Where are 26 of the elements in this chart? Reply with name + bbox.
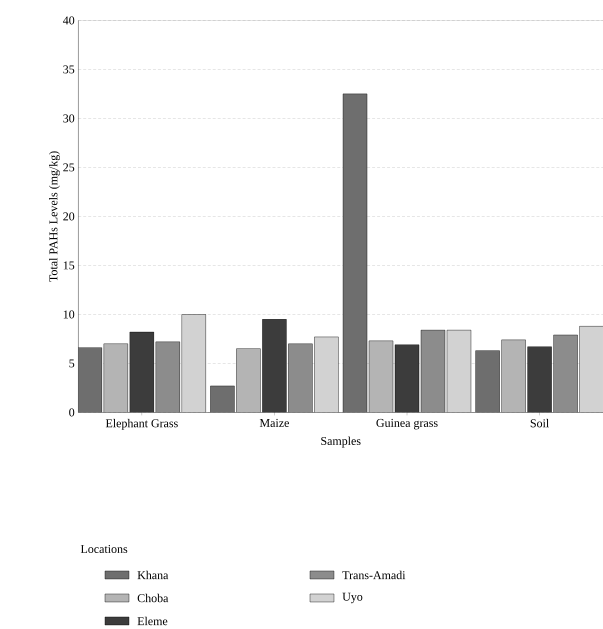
- y-axis-title: Total PAHs Levels (mg/kg): [49, 151, 60, 282]
- y-tick-label: 30: [63, 114, 74, 122]
- x-tick-label: Soil: [530, 418, 549, 428]
- y-tick-label: 35: [63, 65, 74, 74]
- legend-label: Choba: [138, 594, 168, 602]
- bar: [475, 350, 500, 412]
- y-tick-label: 40: [62, 16, 74, 24]
- legend-label: Uyo: [342, 592, 362, 604]
- y-tick-label: 25: [63, 163, 74, 172]
- legend-title: Locations: [80, 544, 128, 553]
- legend-label: Eleme: [138, 616, 168, 626]
- y-tick-label: 15: [64, 261, 74, 270]
- y-tick-label: 5: [69, 359, 74, 368]
- legend-label: Khana: [138, 570, 168, 580]
- x-axis-title: Samples: [321, 436, 361, 448]
- y-tick-label: 20: [63, 212, 74, 220]
- bar: [421, 330, 445, 412]
- bar: [156, 342, 180, 412]
- x-tick-label: Elephant Grass: [106, 418, 178, 430]
- legend-label: Trans-Amadi: [342, 570, 406, 580]
- bar: [288, 344, 312, 412]
- bar: [553, 334, 578, 412]
- x-tick-label: Guinea grass: [376, 418, 438, 430]
- y-tick-label: 10: [64, 310, 74, 318]
- x-tick-label: Maize: [260, 418, 289, 427]
- y-tick-label: 0: [69, 408, 74, 416]
